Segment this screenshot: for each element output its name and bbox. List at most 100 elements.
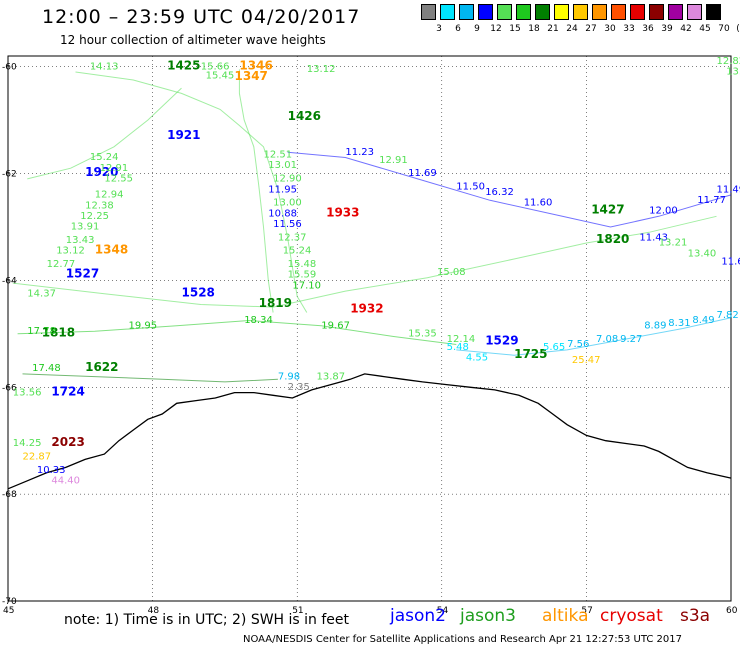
wave-height-label: 13.91	[71, 222, 100, 233]
wave-height-label: 15.35	[408, 329, 437, 340]
map-frame	[8, 56, 731, 601]
wave-height-label: 13.40	[688, 248, 717, 259]
wave-height-label: 11.23	[345, 147, 374, 158]
wave-height-label: 7.08	[596, 334, 618, 345]
wave-height-label: 2.35	[288, 382, 310, 393]
wave-height-label: 11.60	[524, 198, 553, 209]
wave-height-label: 12.82	[717, 56, 740, 67]
wave-height-label: 11.77	[697, 195, 726, 206]
pass-time-label: 2023	[51, 435, 84, 449]
pass-time-label: 1527	[66, 267, 99, 281]
pass-time-label: 1427	[591, 203, 624, 217]
wave-height-label: 10.33	[37, 465, 66, 476]
wave-height-label: 13.56	[13, 387, 42, 398]
color-scale-swatch	[440, 4, 455, 20]
lat-label: -62	[2, 170, 17, 180]
color-scale-swatch	[497, 4, 512, 20]
footer-credit: NOAA/NESDIS Center for Satellite Applica…	[243, 634, 682, 645]
wave-height-label: 7.98	[278, 371, 300, 382]
color-scale-label: 33	[619, 24, 639, 34]
color-scale-label: 3	[429, 24, 449, 34]
color-scale-label: 6	[448, 24, 468, 34]
pass-time-label: 1819	[259, 296, 292, 310]
color-scale-label: 42	[676, 24, 696, 34]
wave-height-label: 11.56	[273, 219, 302, 230]
wave-height-label: 11.69	[408, 168, 437, 179]
wave-height-label: 8.49	[692, 315, 714, 326]
satellite-track	[13, 216, 717, 307]
wave-height-label: 13.87	[317, 371, 346, 382]
pass-time-label: 1820	[596, 232, 629, 246]
wave-height-label: 8.31	[668, 318, 690, 329]
mission-legend-cryosat: cryosat	[600, 606, 663, 626]
wave-height-label: 12.90	[273, 174, 302, 185]
wave-height-label: 14.25	[13, 438, 42, 449]
pass-time-label: 1528	[182, 285, 215, 299]
wave-height-label: 16.32	[485, 187, 514, 198]
mission-legend-s3a: s3a	[680, 606, 710, 626]
lat-label: -68	[2, 490, 17, 500]
wave-height-label: 12.91	[100, 163, 129, 174]
color-scale-swatch	[687, 4, 702, 20]
wave-height-label: 9.27	[620, 334, 642, 345]
wave-height-label: 15.24	[90, 152, 119, 163]
color-scale-label: 18	[524, 24, 544, 34]
color-scale-label: 12	[486, 24, 506, 34]
pass-time-label: 1932	[350, 302, 383, 316]
wave-height-label: 14.37	[27, 288, 56, 299]
wave-height-label: 19.95	[129, 321, 158, 332]
wave-height-label: 12.00	[649, 206, 678, 217]
lon-label: 60	[726, 606, 738, 616]
color-scale-swatch	[478, 4, 493, 20]
color-scale-label: 24	[562, 24, 582, 34]
antarctic-coastline	[8, 374, 731, 489]
color-scale-swatch	[516, 4, 531, 20]
wave-height-label: 15.08	[437, 267, 466, 278]
pass-time-label: 1347	[235, 69, 268, 83]
wave-height-label: 22.87	[23, 451, 52, 462]
wave-height-label: 44.40	[51, 476, 80, 487]
lat-label: -64	[2, 276, 17, 286]
pass-time-label: 1425	[167, 58, 200, 72]
wave-height-label: 25.47	[572, 355, 601, 366]
wave-height-label: 15.59	[288, 270, 317, 281]
wave-height-label: 12.94	[95, 190, 124, 201]
wave-height-label: 15.45	[206, 70, 235, 81]
pass-time-label: 1348	[95, 243, 128, 257]
wave-height-label: 13.12	[56, 246, 85, 257]
wave-height-label: 12.38	[85, 200, 114, 211]
wave-height-label: 15.24	[283, 246, 312, 257]
wave-height-label: 14.13	[90, 61, 119, 72]
wave-height-label: 13.12	[307, 64, 336, 75]
satellite-track	[18, 321, 457, 345]
color-scale-label: 45	[695, 24, 715, 34]
wave-height-label: 12.37	[278, 232, 307, 243]
color-scale-swatch	[573, 4, 588, 20]
wave-height-label: 13.70	[726, 67, 740, 78]
page-subtitle: 12 hour collection of altimeter wave hei…	[60, 33, 326, 47]
pass-time-label: 1529	[485, 334, 518, 348]
page-title: 12:00 – 23:59 UTC 04/20/2017	[42, 6, 360, 28]
color-scale-unit: (ft)	[731, 24, 740, 34]
wave-height-label: 13.21	[659, 238, 688, 249]
wave-height-label: 12.25	[80, 211, 109, 222]
color-scale-swatch	[459, 4, 474, 20]
wave-height-label: 13.43	[66, 235, 95, 246]
wave-height-label: 11.49	[717, 184, 740, 195]
wave-height-label: 5.65	[543, 342, 565, 353]
wave-height-label: 19.67	[321, 321, 350, 332]
wave-height-label: 7.82	[717, 310, 739, 321]
color-scale-label: 30	[600, 24, 620, 34]
wave-height-label: 8.89	[644, 321, 666, 332]
wave-height-label: 15.48	[288, 259, 317, 270]
lat-label: -60	[2, 63, 17, 73]
pass-time-label: 1622	[85, 360, 118, 374]
color-scale-swatch	[535, 4, 550, 20]
wave-height-label: 11.69	[721, 256, 740, 267]
wave-height-label: 10.88	[268, 208, 297, 219]
pass-time-label: 1724	[51, 384, 84, 398]
color-scale-swatch	[554, 4, 569, 20]
color-scale-label: 15	[505, 24, 525, 34]
wave-height-label: 12.51	[264, 150, 293, 161]
